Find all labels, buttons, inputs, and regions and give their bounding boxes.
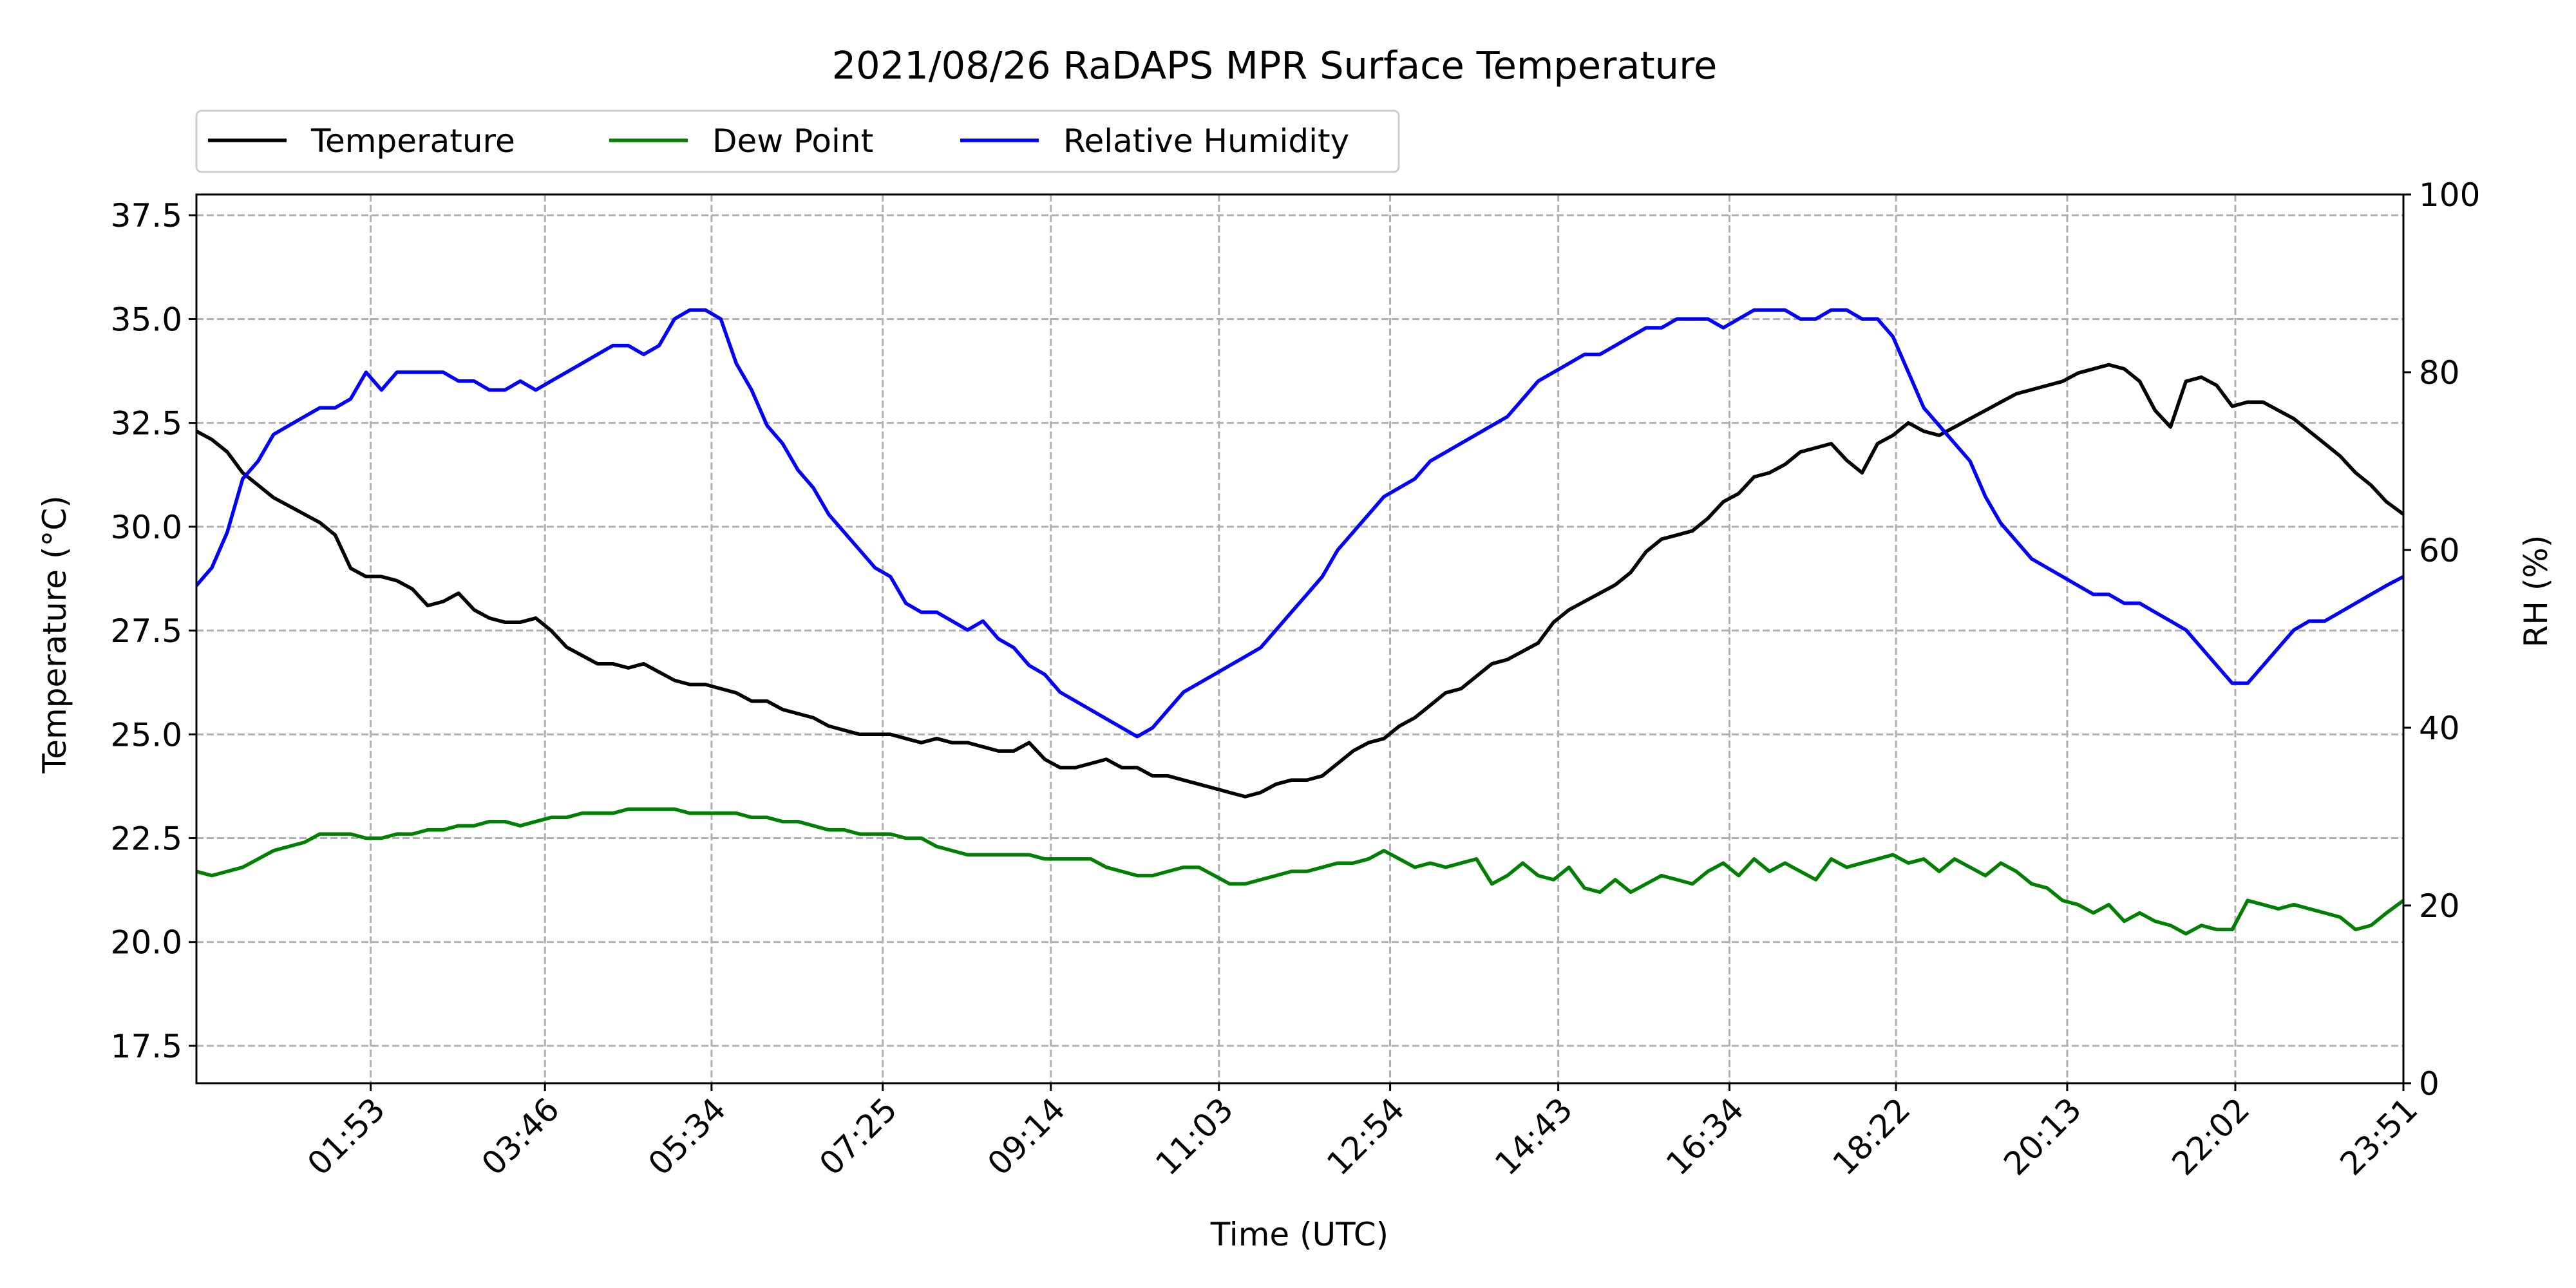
y-tick-label: 32.5: [111, 405, 182, 442]
x-tick-label: 22:02: [2165, 1090, 2257, 1182]
legend-label-relative-humidity: Relative Humidity: [1063, 122, 1349, 160]
y2-tick-label: 100: [2419, 176, 2480, 214]
x-tick-label: 05:34: [641, 1090, 733, 1182]
x-tick-label: 16:34: [1659, 1090, 1751, 1182]
series-line-dew-point: [196, 807, 2403, 936]
y2-tick-label: 0: [2419, 1065, 2439, 1103]
legend-label-temperature: Temperature: [310, 122, 515, 160]
series-lines: [196, 308, 2403, 936]
y-tick-label: 20.0: [111, 924, 182, 961]
legend-label-dew-point: Dew Point: [712, 122, 873, 160]
x-tick-label: 01:53: [300, 1090, 392, 1182]
x-tick-label: 03:46: [475, 1090, 567, 1182]
y-tick-label: 35.0: [111, 301, 182, 338]
y2-tick-label: 40: [2419, 710, 2460, 747]
y2-tick-label: 20: [2419, 887, 2460, 925]
y2-axis-label: RH (%): [2517, 535, 2555, 648]
y2-tick-label: 80: [2419, 354, 2460, 392]
x-tick-label: 23:51: [2333, 1090, 2425, 1182]
y-tick-label: 17.5: [111, 1028, 182, 1065]
x-tick-label: 18:22: [1826, 1090, 1918, 1182]
x-tick-label: 20:13: [1997, 1090, 2089, 1182]
legend-box: [195, 109, 1400, 173]
y-axis-left: 17.5 20.0 22.5 25.0 27.5 30.0 32.5 35.0 37.5: [111, 197, 196, 1065]
y-tick-label: 37.5: [111, 197, 182, 234]
plot-frame: [195, 193, 2405, 1084]
y-tick-label: 25.0: [111, 716, 182, 753]
series-line-relative-humidity: [196, 308, 2403, 739]
x-axis: 01:53 03:46 05:34 07:25 09:14 11:03 12:54 14:43…: [300, 1083, 2425, 1182]
legend: Temperature Dew Point Relative Humidity: [195, 109, 1400, 173]
chart-title: 2021/08/26 RaDAPS MPR Surface Temperatur…: [832, 43, 1718, 88]
y-tick-label: 30.0: [111, 509, 182, 546]
x-tick-label: 11:03: [1148, 1090, 1240, 1182]
x-tick-label: 09:14: [980, 1090, 1072, 1182]
series-line-temperature: [196, 363, 2403, 799]
y2-tick-label: 60: [2419, 532, 2460, 569]
y-tick-label: 27.5: [111, 612, 182, 650]
x-tick-label: 07:25: [812, 1090, 904, 1182]
x-tick-label: 14:43: [1488, 1090, 1580, 1182]
gridlines: [196, 194, 2405, 1083]
y-tick-label: 22.5: [111, 820, 182, 858]
x-tick-label: 12:54: [1320, 1090, 1412, 1182]
y-axis-right: 0 20 40 60 80 100: [2403, 176, 2480, 1103]
y-axis-label: Temperature (°C): [36, 495, 73, 774]
x-axis-label: Time (UTC): [1210, 1216, 1388, 1253]
